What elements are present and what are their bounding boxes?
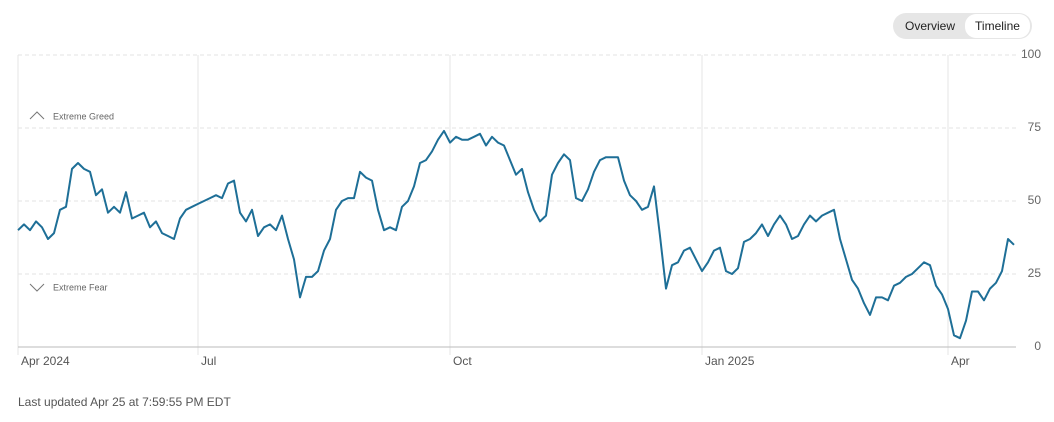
x-tick-label: Apr 2024 bbox=[21, 354, 70, 368]
arrow-down bbox=[29, 283, 45, 292]
annotation: Extreme Fear bbox=[53, 282, 108, 292]
x-tick-label: Jan 2025 bbox=[705, 354, 755, 368]
y-tick-label: 25 bbox=[1028, 266, 1042, 280]
y-tick-label: 75 bbox=[1028, 120, 1042, 134]
x-tick-label: Apr bbox=[951, 354, 970, 368]
chart: Apr Jan 2025 Oct Jul Apr 2024 100 75 50 25 0 Extr… bbox=[17, 47, 1042, 368]
x-tick-label: Jul bbox=[201, 354, 216, 368]
x-tick-label: Oct bbox=[453, 354, 472, 368]
y-tick-label: 50 bbox=[1028, 193, 1042, 207]
view-toggle: Overview Timeline bbox=[893, 13, 1032, 39]
arrow-up bbox=[29, 111, 45, 120]
annotation: Extreme Greed bbox=[53, 111, 114, 121]
y-tick-label: 100 bbox=[1021, 47, 1041, 61]
tab[interactable]: Timeline bbox=[965, 14, 1030, 38]
tab[interactable]: Overview bbox=[905, 19, 956, 33]
line bbox=[17, 129, 1015, 340]
last-updated: Last updated Apr 25 at 7:59:55 PM EDT bbox=[18, 395, 231, 409]
y-tick-label: 0 bbox=[1034, 339, 1041, 353]
